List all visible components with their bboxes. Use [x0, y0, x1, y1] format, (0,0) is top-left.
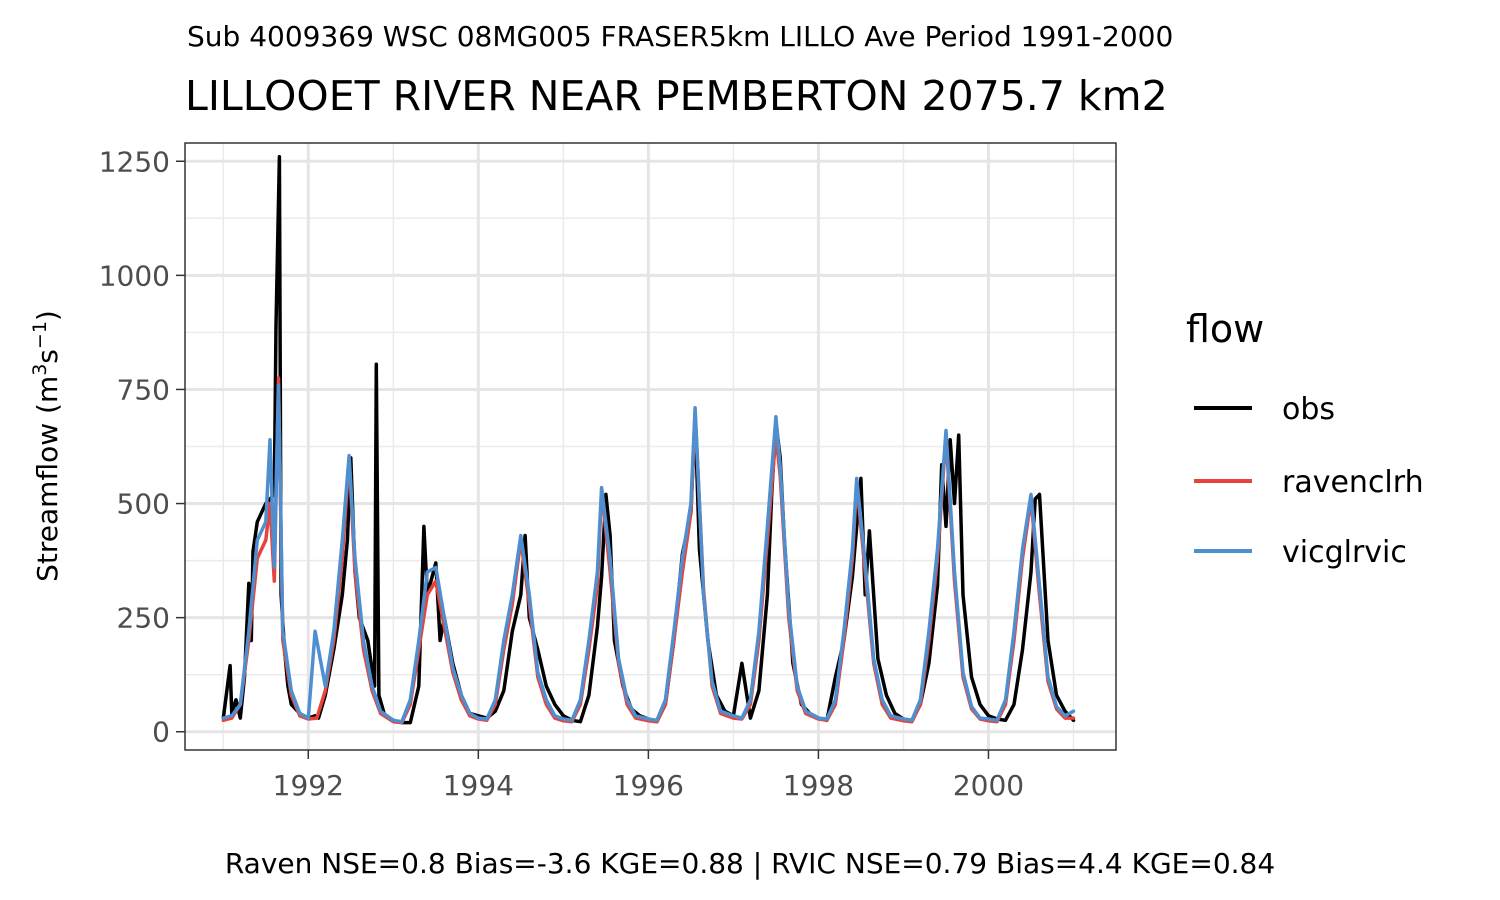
y-tick-label: 1250	[99, 145, 170, 178]
legend-item-vicglrvic: vicglrvic	[1194, 535, 1407, 570]
y-axis-title-end: )	[31, 310, 64, 321]
legend: flow obs ravenclrh vicglrvic	[1186, 307, 1424, 570]
legend-label-obs: obs	[1282, 392, 1335, 427]
x-tick-label: 1996	[613, 769, 684, 802]
y-axis-title-sup1: 3	[29, 364, 51, 376]
x-tick-label: 1994	[443, 769, 514, 802]
y-axis-title-main: Streamflow (m	[31, 376, 64, 582]
series-lines	[221, 154, 1076, 725]
y-tick-label: 1000	[99, 259, 170, 292]
y-axis-title-mid: s	[31, 349, 64, 364]
metrics-caption: Raven NSE=0.8 Bias=-3.6 KGE=0.88 | RVIC …	[225, 847, 1275, 880]
legend-label-ravenclrh: ravenclrh	[1282, 465, 1424, 500]
x-tick-label: 2000	[953, 769, 1024, 802]
series-line-vicglrvic	[221, 383, 1076, 724]
y-tick-label: 500	[117, 488, 170, 521]
legend-label-vicglrvic: vicglrvic	[1282, 535, 1407, 570]
x-tick-label: 1992	[273, 769, 344, 802]
y-tick-label: 750	[117, 373, 170, 406]
x-tick-label: 1998	[783, 769, 854, 802]
grid-lines	[185, 143, 1116, 750]
plot-panel	[184, 142, 1117, 751]
legend-title: flow	[1186, 307, 1264, 351]
y-axis-title-sup2: −1	[29, 321, 51, 349]
chart-title: LILLOOET RIVER NEAR PEMBERTON 2075.7 km2	[185, 72, 1168, 120]
x-axis: 1992 1994 1996 1998 2000	[273, 750, 1024, 802]
chart-subtitle: Sub 4009369 WSC 08MG005 FRASER5km LILLO …	[187, 20, 1173, 53]
y-axis-title: Streamflow (m3s−1)	[29, 310, 64, 582]
legend-item-obs: obs	[1194, 392, 1335, 427]
y-axis: 0 250 500 750 1000 1250	[99, 145, 185, 749]
panel-border	[184, 142, 1117, 751]
y-tick-label: 0	[152, 716, 170, 749]
legend-item-ravenclrh: ravenclrh	[1194, 465, 1424, 500]
y-tick-label: 250	[117, 602, 170, 635]
